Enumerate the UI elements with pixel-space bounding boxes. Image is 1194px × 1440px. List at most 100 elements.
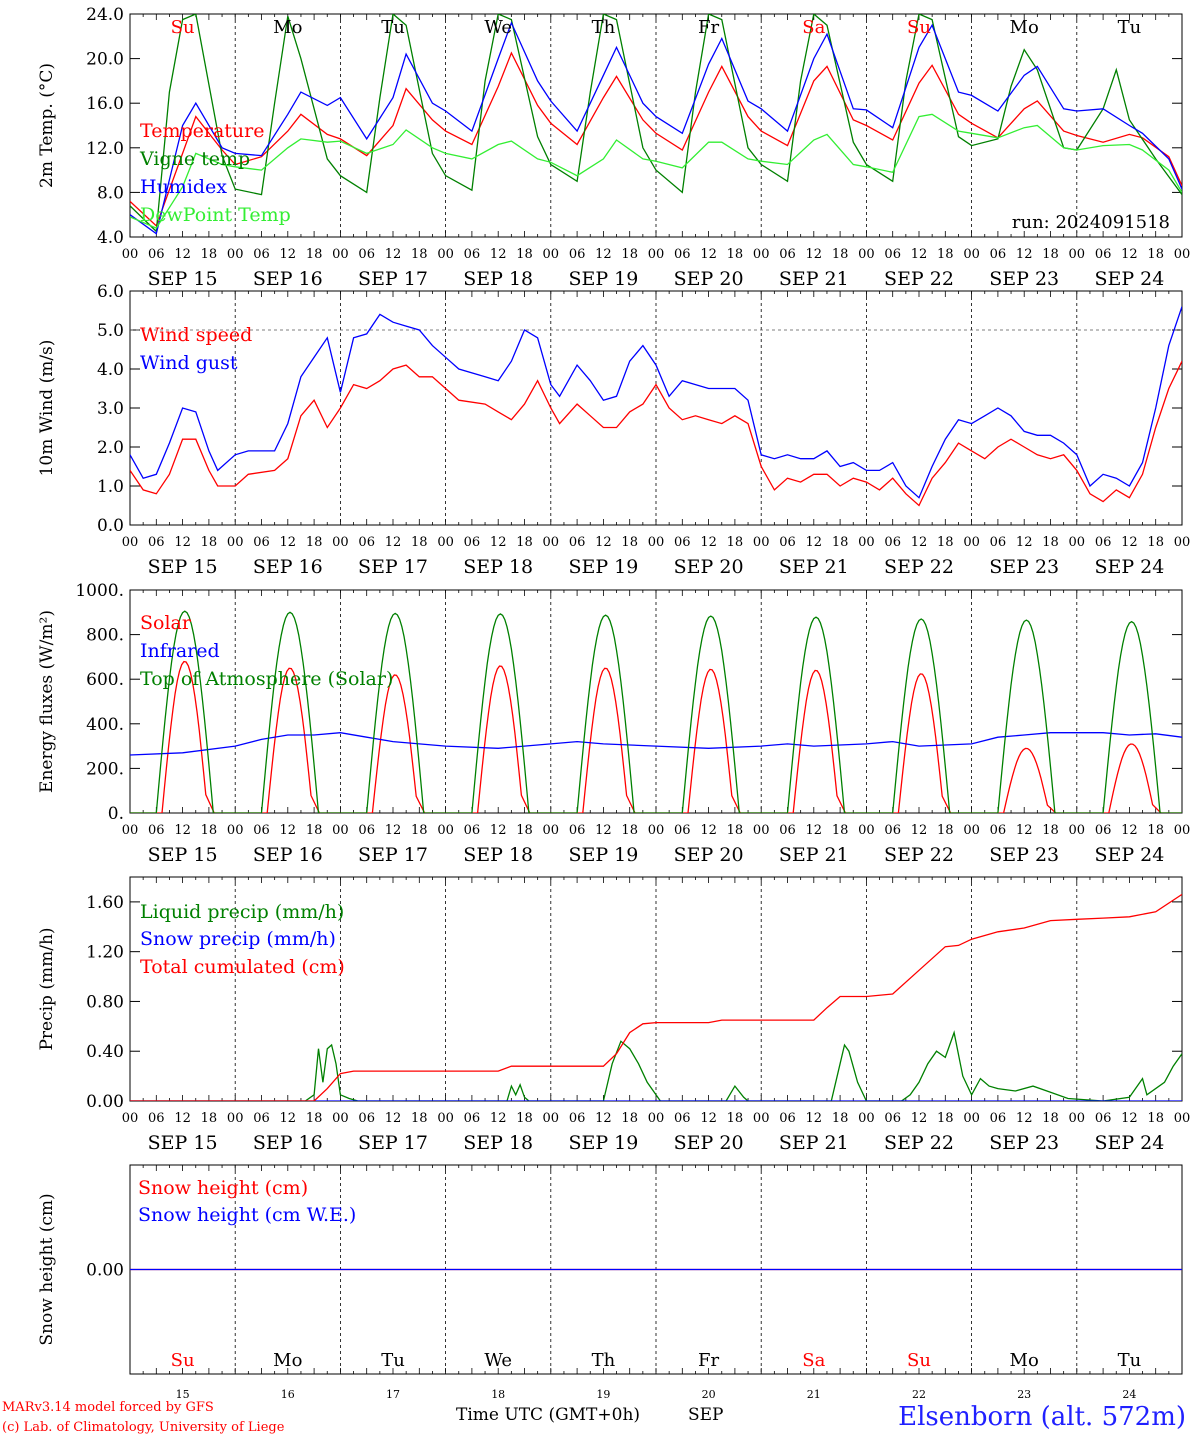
hour-label: 18 [201,247,218,262]
y-tick-label: 20.0 [86,50,124,70]
hour-label: 00 [1069,1111,1086,1126]
day-label: SEP 23 [989,268,1059,290]
hour-label: 06 [884,823,901,838]
legend-entry: Snow precip (mm/h) [140,928,336,950]
series-line [130,306,1182,499]
legend-entry: Wind gust [140,352,238,374]
series-line [130,14,1182,233]
hour-label: 06 [569,535,586,550]
hour-label: 18 [516,535,533,550]
hour-label: 12 [280,535,297,550]
hour-label: 12 [700,1111,717,1126]
hour-label: 00 [963,247,980,262]
hour-label: 12 [700,247,717,262]
hour-label: 12 [911,1111,928,1126]
hour-label: 18 [937,535,954,550]
hour-label: 18 [201,823,218,838]
y-tick-label: 1.0 [97,477,124,497]
hour-label: 06 [1095,535,1112,550]
weekday-label: Su [907,1350,931,1371]
day-label: SEP 21 [779,1132,849,1154]
hour-label: 06 [464,535,481,550]
x-axis-title: Time UTC (GMT+0h) [456,1405,641,1425]
hour-label: 18 [832,823,849,838]
day-label: SEP 19 [568,844,638,866]
hour-label: 06 [148,535,165,550]
hour-label: 12 [1016,1111,1033,1126]
hour-label: 00 [122,247,139,262]
day-label: SEP 16 [253,1132,323,1154]
day-label: SEP 15 [148,556,218,578]
hour-label: 06 [779,823,796,838]
hour-label: 06 [779,535,796,550]
hour-label: 12 [806,1111,823,1126]
hour-label: 06 [464,1111,481,1126]
day-label: SEP 20 [674,1132,744,1154]
hour-label: 18 [621,247,638,262]
y-tick-label: 12.0 [86,139,124,159]
hour-label: 12 [385,247,402,262]
day-label: SEP 16 [253,268,323,290]
hour-label: 06 [569,823,586,838]
hour-label: 00 [332,823,349,838]
hour-label: 06 [674,535,691,550]
series-line [130,51,1182,227]
weekday-label: We [484,17,512,38]
day-label: SEP 20 [674,556,744,578]
series-line [130,893,1182,1101]
panel-4 [129,876,1183,1102]
y-tick-label: 1.20 [86,943,124,963]
hour-label: 18 [1147,535,1164,550]
hour-label: 00 [858,535,875,550]
hour-label: 00 [753,1111,770,1126]
hour-label: 00 [858,823,875,838]
hour-label: 06 [1095,823,1112,838]
hour-label: 06 [148,1111,165,1126]
hour-label: 18 [306,535,323,550]
hour-label: 00 [648,247,665,262]
y-tick-label: 800. [86,626,124,646]
weekday-label: Fr [698,17,719,38]
day-label: SEP 16 [253,556,323,578]
hour-label: 06 [674,247,691,262]
y-tick-label: 4.0 [97,228,124,248]
hour-label: 06 [464,823,481,838]
hour-label: 18 [306,823,323,838]
hour-label: 00 [332,535,349,550]
panel-1 [129,13,1183,238]
hour-label: 00 [543,823,560,838]
hour-label: 18 [832,1111,849,1126]
hour-label: 18 [516,247,533,262]
hour-label: 18 [621,823,638,838]
y-axis-label: Precip (mm/h) [37,927,57,1050]
hour-label: 06 [990,535,1007,550]
y-tick-label: 24.0 [86,5,124,25]
hour-label: 12 [385,1111,402,1126]
panel-2 [129,290,1183,526]
hour-label: 06 [569,247,586,262]
hour-label: 12 [280,1111,297,1126]
hour-label: 06 [569,1111,586,1126]
hour-label: 06 [674,1111,691,1126]
y-tick-label: 6.0 [97,282,124,302]
legend-entry: Vigne temp [139,148,250,170]
day-number: 21 [807,1388,821,1401]
hour-label: 00 [648,535,665,550]
hour-label: 18 [411,535,428,550]
y-tick-label: 0.40 [86,1042,124,1062]
hour-label: 00 [1069,823,1086,838]
hour-label: 06 [464,247,481,262]
legend-entry: Snow height (cm W.E.) [138,1204,356,1226]
y-tick-label: 1.60 [86,893,124,913]
legend-entry: Snow height (cm) [138,1177,308,1199]
day-label: SEP 15 [148,1132,218,1154]
day-label: SEP 17 [358,268,428,290]
hour-label: 18 [1042,535,1059,550]
hour-label: 12 [1016,823,1033,838]
hour-label: 12 [911,535,928,550]
hour-label: 00 [543,535,560,550]
hour-label: 00 [122,823,139,838]
hour-label: 06 [674,823,691,838]
weekday-label: Mo [273,1350,302,1371]
hour-label: 06 [779,1111,796,1126]
